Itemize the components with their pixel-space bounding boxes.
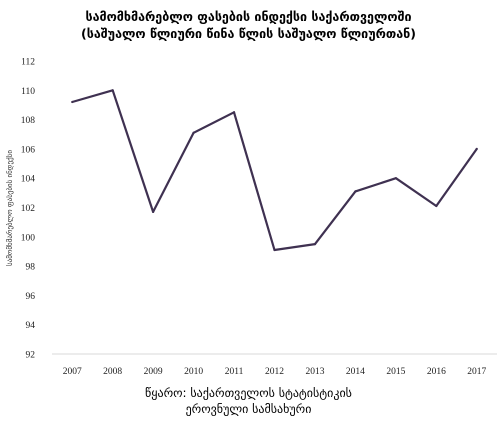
y-tick-label: 110	[21, 87, 35, 97]
y-tick-label: 102	[21, 204, 36, 214]
y-tick-label: 92	[26, 351, 36, 361]
y-tick-label: 94	[26, 321, 36, 331]
x-tick-label: 2010	[184, 367, 203, 377]
data-point	[111, 89, 114, 92]
series-lines	[71, 89, 478, 252]
data-point	[354, 190, 357, 193]
x-tick-label: 2014	[346, 367, 365, 377]
x-tick-label: 2008	[103, 367, 122, 377]
data-point	[394, 177, 397, 180]
data-point	[192, 131, 195, 134]
y-tick-label: 106	[21, 145, 36, 155]
x-tick-label: 2015	[386, 367, 405, 377]
source-line-1: წყარო: საქართველოს სტატისტიკის	[145, 386, 352, 400]
x-tick-label: 2011	[225, 367, 244, 377]
y-axis-label: სამომხმარებლო ფასების ინდექსი	[5, 150, 14, 266]
chart-title: სამომხმარებლო ფასების ინდექსი საქართველო…	[0, 8, 497, 42]
y-tick-label: 96	[26, 292, 36, 302]
y-tick-label: 100	[21, 233, 36, 243]
chart-title-line-1: სამომხმარებლო ფასების ინდექსი საქართველო…	[85, 9, 412, 24]
data-point	[152, 210, 155, 213]
x-axis-ticks: 2007 2008 2009 2010 2011 2012 2013 2014 2015 2016…	[63, 367, 487, 377]
y-tick-label: 112	[21, 58, 35, 68]
y-tick-label: 104	[21, 175, 36, 185]
chart-title-line-2: (საშუალო წლიური წინა წლის საშუალო წლიურთ…	[81, 26, 416, 41]
x-tick-label: 2009	[144, 367, 163, 377]
y-axis-ticks: 92 94 96 98 100 102 104 106 108 110 112	[21, 58, 36, 361]
data-point	[232, 111, 236, 114]
x-tick-label: 2016	[427, 367, 446, 377]
series-line	[71, 89, 478, 252]
y-tick-label: 98	[26, 263, 36, 273]
data-point	[435, 204, 438, 208]
x-tick-label: 2012	[265, 367, 284, 377]
data-point	[313, 243, 317, 246]
source-line-2: ეროვნული სამსახური	[185, 402, 312, 416]
data-point	[71, 100, 74, 104]
data-point	[273, 248, 276, 252]
x-tick-label: 2017	[467, 367, 486, 377]
x-tick-label: 2007	[63, 367, 82, 377]
data-point	[475, 147, 478, 150]
x-tick-label: 2013	[305, 367, 324, 377]
y-tick-label: 108	[21, 116, 36, 126]
source-note: წყარო: საქართველოს სტატისტიკის ეროვნული …	[0, 385, 497, 417]
